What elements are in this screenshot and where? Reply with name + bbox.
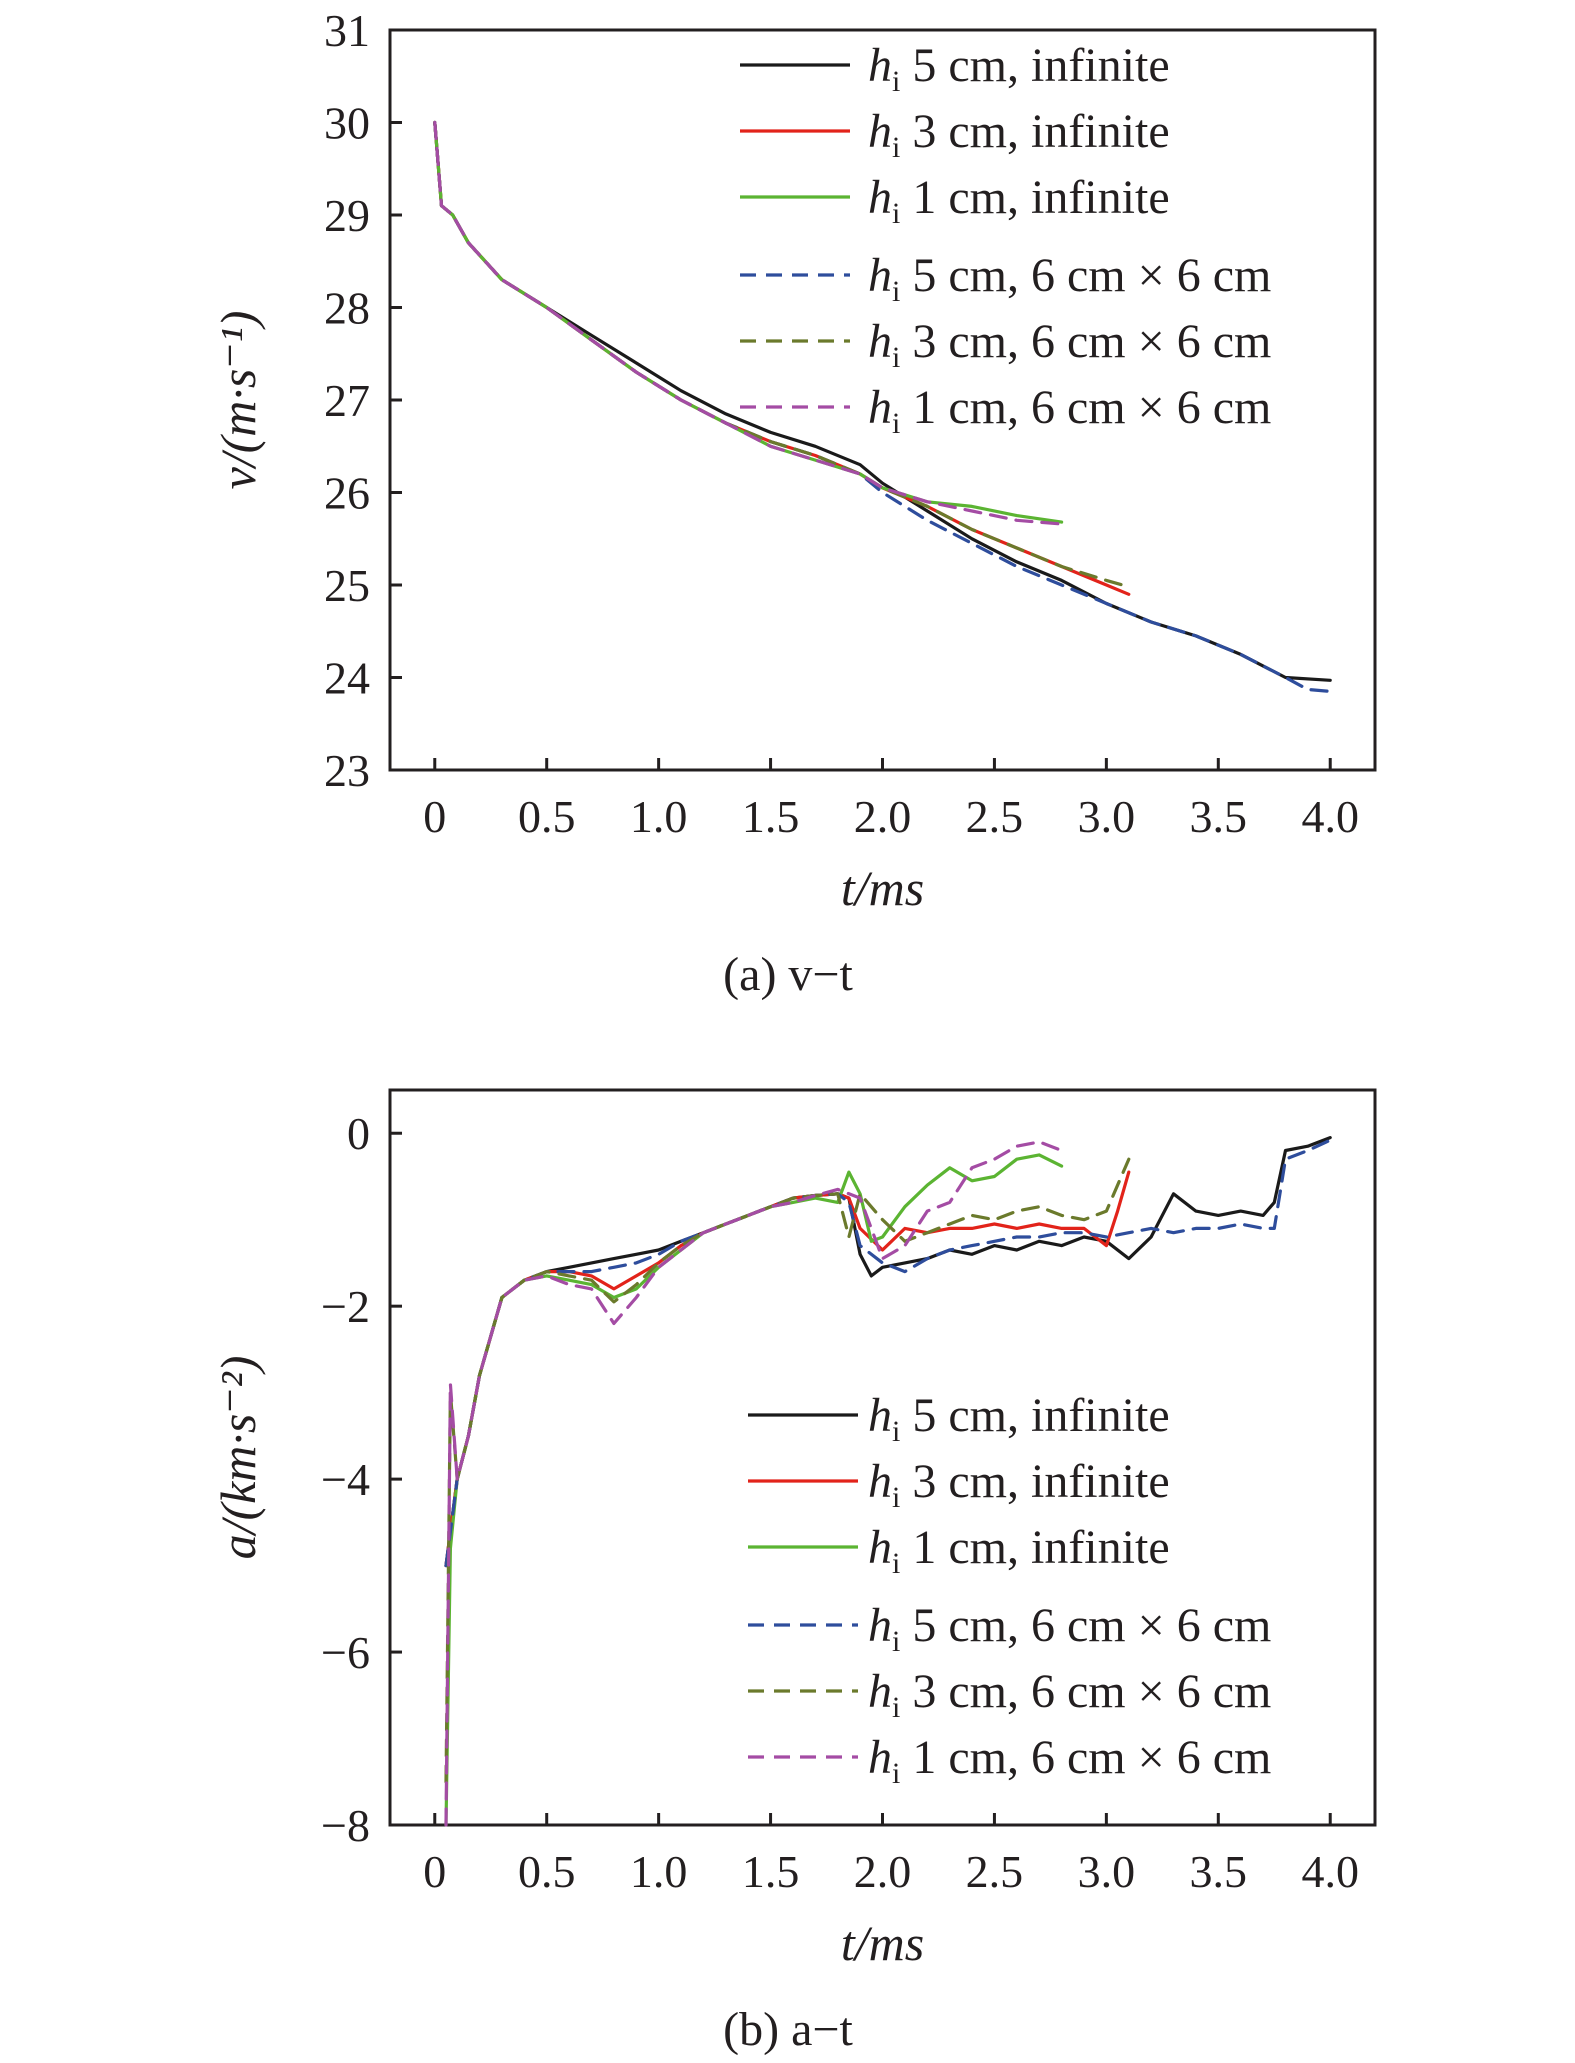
legend-symbol: h (868, 1731, 892, 1784)
panel-b-x-tick-label: 2.0 (854, 1846, 912, 1897)
legend-symbol: h (868, 249, 892, 302)
legend-text: 1 cm, 6 cm × 6 cm (900, 1731, 1271, 1784)
panel-b-x-tick-label: 1.5 (742, 1846, 800, 1897)
legend-subscript: i (892, 197, 900, 230)
panel-a-x-tick-label: 3.0 (1078, 791, 1136, 842)
panel-a-y-tick-label: 30 (324, 98, 370, 149)
legend-text: 5 cm, 6 cm × 6 cm (900, 1599, 1271, 1652)
panel-a-y-tick-label: 26 (324, 468, 370, 519)
panel-b-legend-label-3: hi 1 cm, infinite (868, 1521, 1170, 1580)
legend-text: 3 cm, infinite (900, 1455, 1169, 1508)
legend-text: 5 cm, infinite (900, 1389, 1169, 1442)
legend-text: 3 cm, 6 cm × 6 cm (900, 315, 1271, 368)
legend-symbol: h (868, 381, 892, 434)
panel-a-plot-area: 0 0.5 1.0 1.5 2.0 2.5 3.0 3.5 4.0 23 24 25 26 27 28 29 3… (210, 5, 1377, 916)
panel-b-x-tick-label: 3.0 (1078, 1846, 1136, 1897)
panel-a-y-tick-label: 25 (324, 560, 370, 611)
panel-b-legend-label-4: hi 5 cm, 6 cm × 6 cm (868, 1599, 1271, 1658)
legend-text: 1 cm, infinite (900, 1521, 1169, 1574)
legend-text: 3 cm, infinite (900, 105, 1169, 158)
panel-a-legend-label-1: hi 5 cm, infinite (868, 39, 1170, 98)
panel-a-series-line-6 (433, 120, 1064, 526)
legend-subscript: i (892, 1757, 900, 1790)
panel-b-series-line-6 (444, 1140, 1064, 1827)
legend-subscript: i (892, 341, 900, 374)
panel-b-series-line-4 (444, 1138, 1332, 1568)
panel-b-x-tick-label: 4.0 (1301, 1846, 1359, 1897)
panel-b-x-tick-label: 2.5 (966, 1846, 1024, 1897)
panel-a-x-tick-label: 0.5 (518, 791, 576, 842)
panel-b-x-tick-label: 1.0 (630, 1846, 688, 1897)
panel-a-legend-label-4: hi 5 cm, 6 cm × 6 cm (868, 249, 1271, 308)
legend-subscript: i (892, 1415, 900, 1448)
panel-b-y-tick-label: −6 (321, 1627, 370, 1678)
legend-symbol: h (868, 315, 892, 368)
legend-text: 5 cm, infinite (900, 39, 1169, 92)
legend-symbol: h (868, 1665, 892, 1718)
legend-symbol: h (868, 1389, 892, 1442)
panel-b-legend-label-2: hi 3 cm, infinite (868, 1455, 1170, 1514)
panel-b-y-axis-label: a/(km·s⁻²) (210, 1356, 266, 1560)
panel-b-plot-area: 0 0.5 1.0 1.5 2.0 2.5 3.0 3.5 4.0 −8 −6 −4 −2 0 t/ms a/… (210, 1088, 1377, 1971)
panel-b-x-tick-label: 3.5 (1190, 1846, 1248, 1897)
panel-a-x-tick-label: 2.0 (854, 791, 912, 842)
legend-symbol: h (868, 105, 892, 158)
panel-a-x-tick-label: 2.5 (966, 791, 1024, 842)
panel-a-x-tick-label: 1.5 (742, 791, 800, 842)
panel-b-legend-label-5: hi 3 cm, 6 cm × 6 cm (868, 1665, 1271, 1724)
panel-a-legend-label-2: hi 3 cm, infinite (868, 105, 1170, 164)
panel-a-y-tick-label: 24 (324, 653, 370, 704)
legend-subscript: i (892, 1481, 900, 1514)
panel-a-y-tick-label: 28 (324, 283, 370, 334)
panel-b-y-tick-label: −4 (321, 1454, 370, 1505)
panel-a-caption: (a) v−t (723, 948, 853, 1001)
panel-a-x-tick-label: 0 (423, 791, 446, 842)
panel-b-y-tick-label: −8 (321, 1800, 370, 1851)
panel-a-y-tick-label: 29 (324, 190, 370, 241)
legend-text: 1 cm, infinite (900, 171, 1169, 224)
panel-a-x-tick-label: 4.0 (1301, 791, 1359, 842)
legend-symbol: h (868, 171, 892, 224)
panel-b-legend-label-6: hi 1 cm, 6 cm × 6 cm (868, 1731, 1271, 1790)
panel-a-x-axis-label: t/ms (841, 860, 924, 916)
panel-a-y-tick-label: 27 (324, 375, 370, 426)
legend-text: 5 cm, 6 cm × 6 cm (900, 249, 1271, 302)
panel-a-y-tick-label: 23 (324, 745, 370, 796)
panel-b-x-tick-label: 0 (423, 1846, 446, 1897)
panel-a-y-axis-label: v/(m·s⁻¹) (210, 311, 266, 490)
panel-b-y-tick-label: 0 (347, 1108, 370, 1159)
legend-symbol: h (868, 1455, 892, 1508)
panel-a-y-tick-label: 31 (324, 5, 370, 56)
legend-text: 1 cm, 6 cm × 6 cm (900, 381, 1271, 434)
panel-a-legend-label-3: hi 1 cm, infinite (868, 171, 1170, 230)
legend-subscript: i (892, 131, 900, 164)
legend-subscript: i (892, 275, 900, 308)
legend-subscript: i (892, 65, 900, 98)
legend-subscript: i (892, 1625, 900, 1658)
panel-b-x-tick-label: 0.5 (518, 1846, 576, 1897)
legend-symbol: h (868, 1521, 892, 1574)
panel-a-legend-label-5: hi 3 cm, 6 cm × 6 cm (868, 315, 1271, 374)
legend-symbol: h (868, 1599, 892, 1652)
legend-subscript: i (892, 1691, 900, 1724)
legend-subscript: i (892, 407, 900, 440)
legend-symbol: h (868, 39, 892, 92)
panel-a-series-line-4 (433, 120, 1332, 693)
panel-a-legend-label-6: hi 1 cm, 6 cm × 6 cm (868, 381, 1271, 440)
panel-b-caption: (b) a−t (723, 2003, 853, 2056)
legend-subscript: i (892, 1547, 900, 1580)
panel-a-velocity-chart: 0 0.5 1.0 1.5 2.0 2.5 3.0 3.5 4.0 23 24 25 26 27 28 29 3… (210, 5, 1377, 1001)
panel-b-series-line-1 (444, 1136, 1332, 1568)
legend-text: 3 cm, 6 cm × 6 cm (900, 1665, 1271, 1718)
panel-b-acceleration-chart: 0 0.5 1.0 1.5 2.0 2.5 3.0 3.5 4.0 −8 −6 −4 −2 0 t/ms a/… (210, 1088, 1377, 2056)
panel-b-legend-label-1: hi 5 cm, infinite (868, 1389, 1170, 1448)
panel-a-x-tick-label: 3.5 (1190, 791, 1248, 842)
panel-a-x-tick-label: 1.0 (630, 791, 688, 842)
panel-b-x-axis-label: t/ms (841, 1915, 924, 1971)
panel-b-y-tick-label: −2 (321, 1281, 370, 1332)
